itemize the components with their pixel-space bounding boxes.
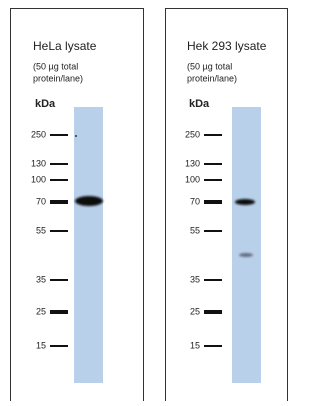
unit-label: kDa bbox=[35, 98, 56, 110]
speck bbox=[75, 135, 77, 137]
marker-dash bbox=[50, 163, 68, 165]
marker-dash bbox=[204, 345, 222, 347]
marker-dash bbox=[50, 230, 68, 232]
marker-dash bbox=[50, 310, 68, 314]
marker-label: 25 bbox=[36, 306, 46, 316]
marker-label: 130 bbox=[31, 158, 46, 168]
panel-note: (50 µg total bbox=[33, 61, 78, 71]
marker-dash bbox=[204, 134, 222, 136]
marker-label: 250 bbox=[31, 129, 46, 139]
panel-note: protein/lane) bbox=[187, 73, 237, 83]
panel-title: Hek 293 lysate bbox=[187, 39, 267, 53]
marker-dash bbox=[204, 230, 222, 232]
marker-label: 15 bbox=[190, 340, 200, 350]
marker-dash bbox=[204, 179, 222, 181]
unit-label: kDa bbox=[189, 98, 210, 110]
marker-dash bbox=[50, 179, 68, 181]
marker-label: 55 bbox=[36, 225, 46, 235]
marker-label: 70 bbox=[190, 196, 200, 206]
marker-dash bbox=[204, 310, 222, 314]
gel-lane bbox=[74, 107, 103, 383]
panel-title: HeLa lysate bbox=[33, 39, 97, 53]
marker-label: 130 bbox=[185, 158, 200, 168]
marker-dash bbox=[204, 163, 222, 165]
panel-note: (50 µg total bbox=[187, 61, 232, 71]
marker-label: 250 bbox=[185, 129, 200, 139]
marker-label: 35 bbox=[190, 274, 200, 284]
marker-dash bbox=[204, 200, 222, 204]
protein-band bbox=[235, 199, 255, 205]
marker-label: 70 bbox=[36, 196, 46, 206]
marker-label: 55 bbox=[190, 225, 200, 235]
gel-lane bbox=[232, 107, 261, 383]
protein-band-faint bbox=[239, 253, 253, 257]
marker-dash bbox=[50, 345, 68, 347]
western-blot-figure: HeLa lysate (50 µg total protein/lane) kDa 2… bbox=[0, 0, 291, 401]
marker-label: 35 bbox=[36, 274, 46, 284]
page: HeLa lysate (50 µg total protein/lane) kDa 2… bbox=[0, 0, 291, 401]
marker-dash bbox=[50, 279, 68, 281]
marker-label: 100 bbox=[185, 174, 200, 184]
panel-note: protein/lane) bbox=[33, 73, 83, 83]
marker-dash bbox=[50, 134, 68, 136]
marker-label: 100 bbox=[31, 174, 46, 184]
protein-band bbox=[75, 196, 103, 206]
marker-dash bbox=[204, 279, 222, 281]
marker-label: 25 bbox=[190, 306, 200, 316]
marker-dash bbox=[50, 200, 68, 204]
marker-label: 15 bbox=[36, 340, 46, 350]
